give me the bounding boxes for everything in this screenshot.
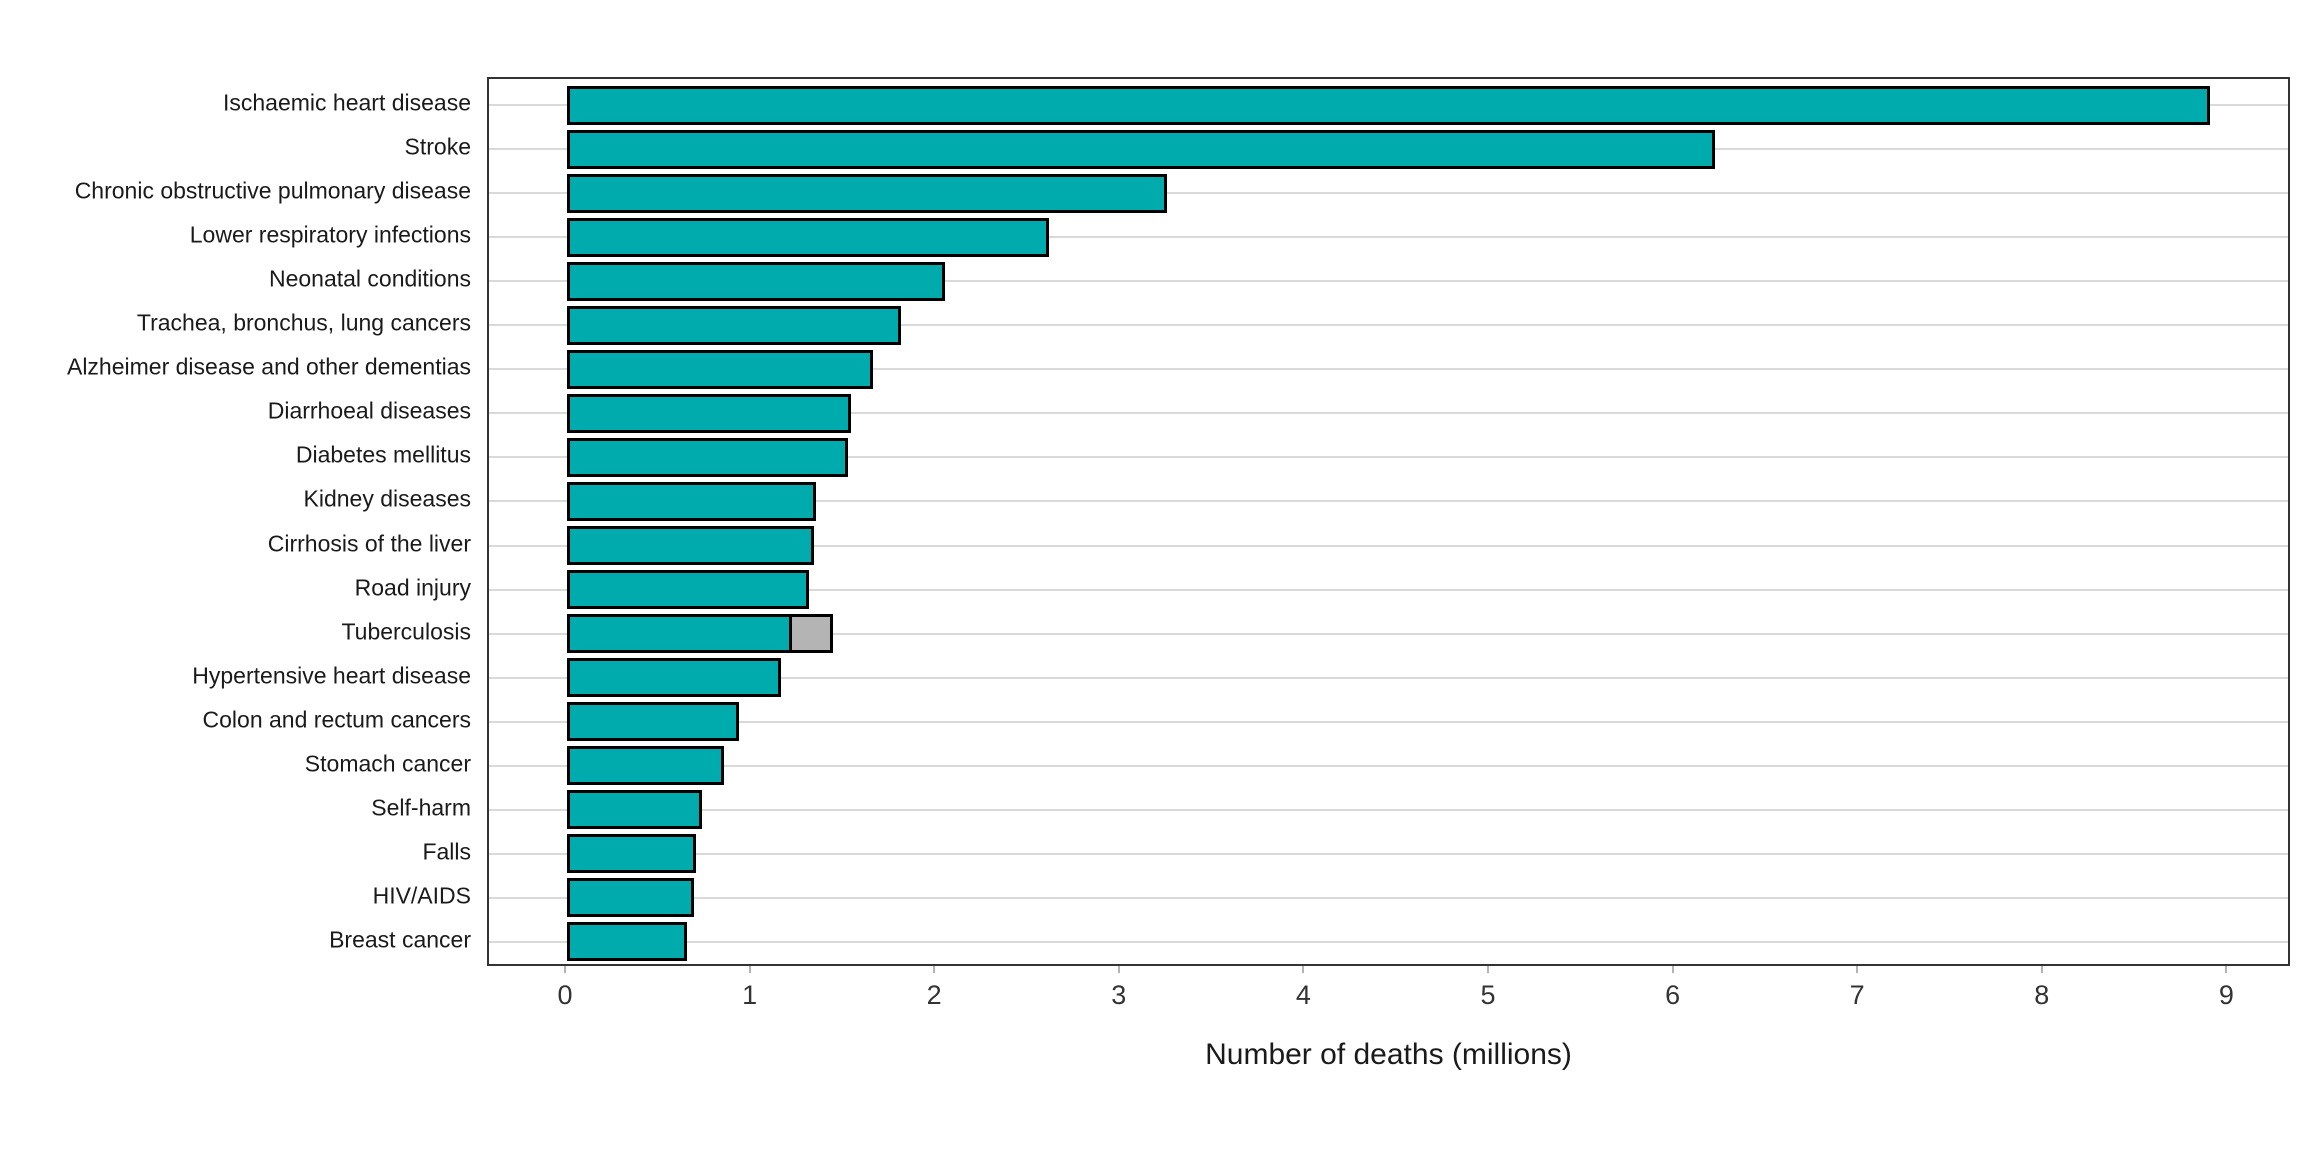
bar [567,526,815,565]
bar [567,834,697,874]
gridline [489,456,2288,459]
x-tick-label: 2 [926,980,942,1010]
x-tick-mark [564,966,566,973]
x-tick-label: 5 [1480,980,1496,1010]
x-tick-mark [933,966,936,973]
category-label: Breast cancer [329,925,471,952]
bar [567,481,817,521]
category-label: Hypertensive heart disease [192,661,471,688]
bar [567,305,902,345]
x-tick-mark [1302,966,1305,973]
gridline [489,632,2288,635]
x-tick-label: 0 [557,980,573,1010]
category-label: Stomach cancer [304,749,471,776]
category-label: HIV/AIDS [372,881,471,908]
x-tick-label: 3 [1111,980,1127,1010]
gridline [489,368,2288,371]
bar [567,129,1716,169]
gridline [489,852,2288,855]
gridline [489,324,2288,327]
gridline [489,500,2288,503]
x-tick-mark [1856,966,1859,973]
x-axis-title: Number of deaths (millions) [1205,1038,1572,1071]
x-tick-label: 1 [742,980,758,1010]
gridline [489,676,2288,679]
gridline [489,236,2288,239]
category-label: Trachea, bronchus, lung cancers [136,309,471,336]
gridline [489,896,2288,899]
category-label: Tuberculosis [341,617,471,644]
gridline [489,588,2288,591]
bar [567,878,695,918]
category-label: Neonatal conditions [268,265,471,292]
category-label: Colon and rectum cancers [202,705,471,732]
category-label: Self-harm [371,793,471,820]
x-tick-mark [748,966,751,973]
category-label: Road injury [354,573,471,600]
category-label: Chronic obstructive pulmonary disease [74,177,471,204]
category-label: Ischaemic heart disease [222,89,471,116]
gridline [489,940,2288,943]
category-label: Cirrhosis of the liver [267,529,471,556]
bar [567,437,848,477]
bar [567,746,724,786]
x-tick-label: 8 [2034,980,2050,1010]
category-label: Falls [422,837,471,864]
bar [567,217,1049,257]
bar [567,790,702,830]
gridline [489,412,2288,415]
category-label: Diarrhoeal diseases [267,397,471,424]
bar [567,85,2210,125]
bar [567,922,687,962]
bar [567,614,793,654]
category-label: Kidney diseases [303,485,472,512]
x-tick-mark [1671,966,1674,973]
x-tick-mark [2225,966,2228,973]
category-label: Lower respiratory infections [189,221,471,248]
bar [567,702,739,742]
x-tick-label: 4 [1295,980,1311,1010]
x-tick-mark [1117,966,1120,973]
gridline [489,192,2288,195]
x-tick-label: 9 [2218,980,2234,1010]
category-labels: Ischaemic heart disease Stroke Chronic obs… [0,0,471,1152]
gridline [489,808,2288,811]
bar [567,173,1167,213]
x-tick-label: 6 [1665,980,1681,1010]
x-tick-mark [1487,966,1489,973]
category-label: Stroke [404,133,471,160]
category-label: Diabetes mellitus [295,441,471,468]
gridline [489,280,2288,283]
category-label: Alzheimer disease and other dementias [66,353,471,380]
x-tick-mark [2040,966,2043,973]
bar [567,349,874,389]
gridline [489,764,2288,767]
plot-panel [487,77,2290,966]
bar [567,261,946,301]
bar [567,570,809,609]
gridline [489,720,2288,723]
bar [567,658,782,698]
x-tick-label: 7 [1849,980,1865,1010]
gridline [489,544,2288,547]
bar [567,393,852,433]
